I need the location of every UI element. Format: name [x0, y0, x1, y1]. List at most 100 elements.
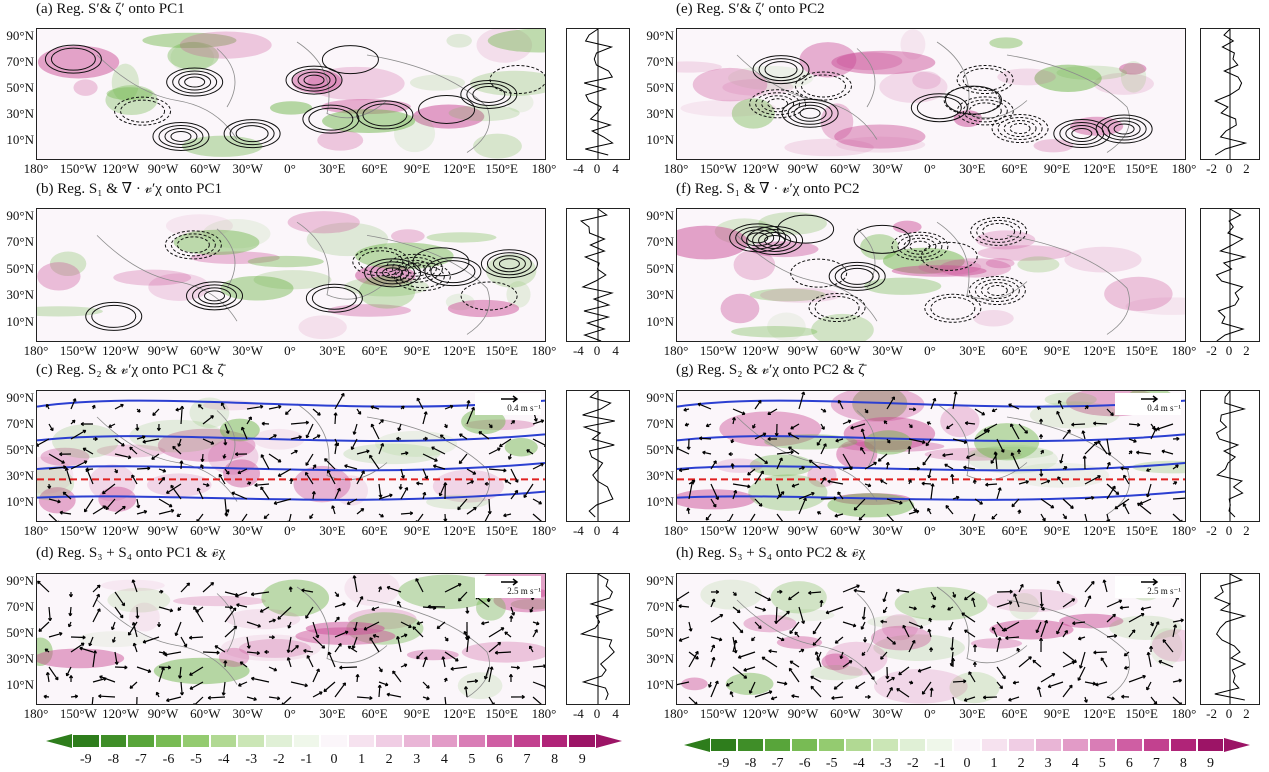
colorbar-box — [320, 734, 348, 748]
map-canvas — [677, 574, 1185, 704]
longitude-label: 120°E — [1083, 524, 1116, 538]
contour-line — [925, 294, 981, 322]
wind-vector — [524, 484, 533, 497]
colorbar-tick-label: 7 — [524, 752, 531, 768]
colorbar-box — [1197, 738, 1224, 752]
wind-vector — [1033, 660, 1041, 667]
colorbar-box — [737, 738, 764, 752]
colorbar-tick-label: -1 — [934, 756, 946, 772]
contour-line — [992, 115, 1048, 143]
longitude-label: 180° — [664, 707, 689, 721]
longitude-label: 150°E — [1125, 707, 1158, 721]
longitude-label: 30°W — [872, 162, 902, 176]
latitude-label: 30°N — [634, 469, 674, 483]
panel-title-b: (b) Reg. S₁ & ∇ · 𝓋′χ onto PC1 — [36, 181, 222, 197]
shading-blob — [1017, 256, 1059, 272]
contour-line — [165, 128, 197, 144]
colorbar-low-triangle — [684, 738, 710, 752]
wind-vector — [1085, 596, 1090, 607]
profile-canvas — [567, 29, 629, 159]
profile-canvas — [1201, 209, 1259, 341]
colorbar-tick-label: -2 — [273, 752, 285, 768]
shading-blob — [426, 232, 496, 242]
latitude-label: 50°N — [0, 626, 34, 640]
latitude-label: 70°N — [0, 235, 34, 249]
contour-line — [179, 74, 211, 90]
wind-vector — [997, 667, 1005, 679]
shading-blob — [771, 581, 827, 613]
longitude-label: 150°W — [700, 524, 737, 538]
longitude-label: 30°W — [232, 707, 262, 721]
colorbar-box — [845, 738, 872, 752]
colorbar-box — [818, 738, 845, 752]
colorbar-tick-label: 9 — [579, 752, 586, 768]
profile-tick-label: 0 — [594, 707, 601, 721]
wind-vector — [826, 607, 843, 613]
wind-vector — [1173, 597, 1178, 607]
wind-vector — [1048, 682, 1063, 687]
colorbar-tick-label: 4 — [1072, 756, 1079, 772]
contour-line — [987, 286, 1007, 296]
wind-vector — [71, 637, 85, 638]
wind-vector — [965, 630, 975, 637]
shading-blob — [893, 221, 922, 234]
shading-blob — [37, 306, 103, 316]
wind-vector — [137, 667, 151, 672]
map-panel-b — [36, 208, 546, 342]
latitude-label: 30°N — [0, 107, 34, 121]
wind-vector — [153, 409, 159, 415]
longitude-label: 0° — [284, 162, 296, 176]
longitude-label: 60°E — [362, 344, 388, 358]
colorbar-box — [182, 734, 210, 748]
latitude-label: 90°N — [634, 391, 674, 405]
wind-vector — [324, 682, 335, 692]
wind-vector — [307, 424, 313, 438]
profile-tick-label: 0 — [1226, 344, 1233, 358]
longitude-label: 180° — [532, 707, 557, 721]
wind-vector — [261, 455, 269, 469]
longitude-label: 60°W — [190, 707, 220, 721]
latitude-label: 30°N — [634, 107, 674, 121]
shading-blob — [298, 315, 346, 339]
latitude-label: 90°N — [0, 209, 34, 223]
colorbar-box — [1170, 738, 1197, 752]
colorbar-low-triangle — [46, 734, 72, 748]
colorbar-tick-label: 0 — [964, 756, 971, 772]
wind-vector — [789, 668, 799, 682]
longitude-label: 150°E — [1125, 344, 1158, 358]
shading-blob — [293, 466, 350, 503]
reference-arrow-label: 2.5 m s⁻¹ — [1147, 586, 1181, 597]
longitude-label: 0° — [284, 524, 296, 538]
colorbar-box — [1089, 738, 1116, 752]
longitude-label: 60°W — [830, 524, 860, 538]
latitude-label: 70°N — [0, 417, 34, 431]
shading-blob — [987, 589, 1078, 612]
shading-blob — [73, 79, 97, 95]
colorbar-tick-label: 2 — [386, 752, 393, 768]
wind-vector — [738, 652, 755, 658]
longitude-label: 120°E — [1083, 707, 1116, 721]
wind-vector — [777, 514, 786, 521]
wind-vector — [1071, 424, 1085, 425]
colorbar-box — [953, 738, 980, 752]
profile-canvas — [567, 391, 629, 521]
latitude-label: 70°N — [634, 600, 674, 614]
latitude-label: 70°N — [0, 55, 34, 69]
longitude-label: 60°W — [830, 344, 860, 358]
wind-vector — [38, 581, 49, 592]
wind-vector — [533, 666, 545, 667]
latitude-label: 10°N — [0, 133, 34, 147]
map-panel-c: 0.4 m s⁻¹ — [36, 390, 546, 522]
wind-vector — [483, 514, 489, 521]
longitude-label: 120°W — [742, 524, 779, 538]
panel-title-a: (a) Reg. S′& ζ′ onto PC1 — [36, 1, 185, 17]
longitude-label: 180° — [1172, 162, 1197, 176]
longitude-label: 120°E — [443, 524, 476, 538]
longitude-label: 30°W — [872, 707, 902, 721]
longitude-label: 150°E — [485, 162, 518, 176]
colorbar-box — [237, 734, 265, 748]
colorbar-box — [1008, 738, 1035, 752]
longitude-label: 150°W — [700, 162, 737, 176]
longitude-label: 60°E — [362, 162, 388, 176]
